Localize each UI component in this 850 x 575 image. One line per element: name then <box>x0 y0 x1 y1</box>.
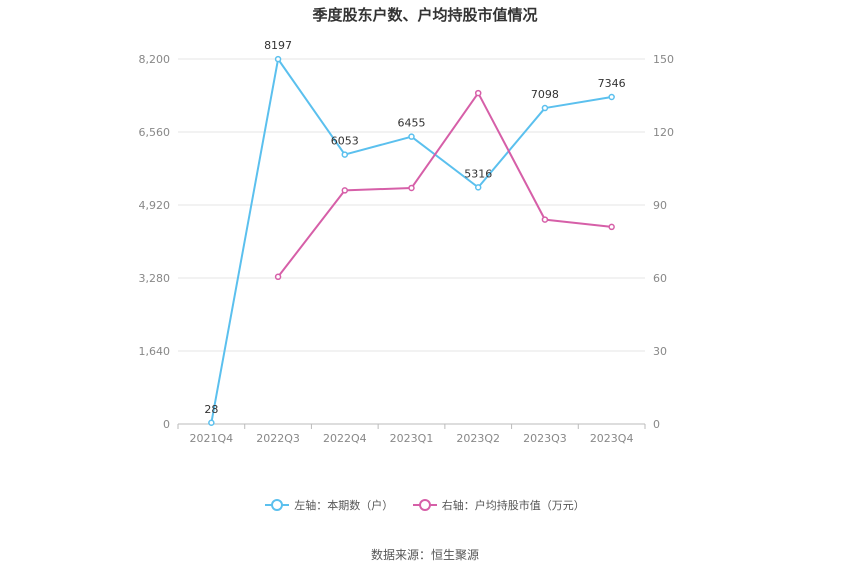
data-label: 7346 <box>598 77 626 90</box>
x-tick-label: 2021Q4 <box>190 432 234 445</box>
y-right-tick-label: 60 <box>653 272 667 285</box>
legend-swatch-left-series <box>265 499 290 511</box>
data-point <box>608 93 615 101</box>
data-label: 6455 <box>398 117 426 130</box>
data-point <box>541 104 549 112</box>
y-right-tick-label: 150 <box>653 53 674 66</box>
data-point <box>274 273 282 281</box>
data-point <box>474 89 482 97</box>
series-layer <box>208 55 615 427</box>
series-line-left <box>210 58 612 423</box>
legend-label-right-series: 右轴：户均持股市值（万元） <box>441 499 585 512</box>
data-point <box>274 55 282 63</box>
y-left-tick-label: 3,280 <box>139 272 171 285</box>
y-left-tick-label: 8,200 <box>139 53 171 66</box>
y-right-tick-label: 120 <box>653 126 674 139</box>
axis-layer: 0 0 1,640 30 3,280 60 4,920 90 6,560 120 8,200 150 2… <box>139 53 675 445</box>
data-point <box>608 223 615 231</box>
data-label: 28 <box>204 403 218 416</box>
data-point <box>341 151 349 158</box>
data-source: 数据来源：恒生聚源 <box>370 548 479 562</box>
label-layer: 28 8197 6053 6455 5316 7098 7346 <box>204 39 625 416</box>
legend-item-left-series[interactable]: 左轴：本期数（户） <box>265 497 393 513</box>
x-tick-label: 2023Q4 <box>590 432 634 445</box>
data-point <box>341 187 349 194</box>
data-point <box>208 419 215 427</box>
x-tick-label: 2023Q3 <box>523 432 567 445</box>
data-point <box>474 184 482 191</box>
data-point <box>408 184 415 192</box>
y-right-tick-label: 30 <box>653 345 667 358</box>
x-tick-label: 2023Q2 <box>456 432 500 445</box>
y-left-tick-label: 1,640 <box>139 345 171 358</box>
legend: 左轴：本期数（户） 右轴：户均持股市值（万元） <box>0 497 850 514</box>
y-left-tick-label: 6,560 <box>139 126 171 139</box>
y-left-tick-label: 0 <box>163 418 170 431</box>
chart-title: 季度股东户数、户均持股市值情况 <box>312 6 538 24</box>
grid-layer <box>178 58 645 352</box>
legend-label-left-series: 左轴：本期数（户） <box>294 499 394 512</box>
series-line-right <box>277 92 612 278</box>
x-tick-label: 2022Q3 <box>256 432 300 445</box>
data-label: 5316 <box>464 167 492 180</box>
y-left-tick-label: 4,920 <box>139 199 171 212</box>
legend-item-right-series[interactable]: 右轴：户均持股市值（万元） <box>412 497 585 513</box>
data-point <box>408 133 415 140</box>
x-tick-label: 2023Q1 <box>390 432 434 445</box>
data-label: 8197 <box>264 39 292 52</box>
x-tick-label: 2022Q4 <box>323 432 367 445</box>
y-right-tick-label: 90 <box>653 199 667 212</box>
legend-swatch-right-series <box>412 499 437 511</box>
y-right-tick-label: 0 <box>653 418 660 431</box>
data-label: 6053 <box>331 135 359 148</box>
data-point <box>541 216 549 223</box>
data-label: 7098 <box>531 88 559 101</box>
